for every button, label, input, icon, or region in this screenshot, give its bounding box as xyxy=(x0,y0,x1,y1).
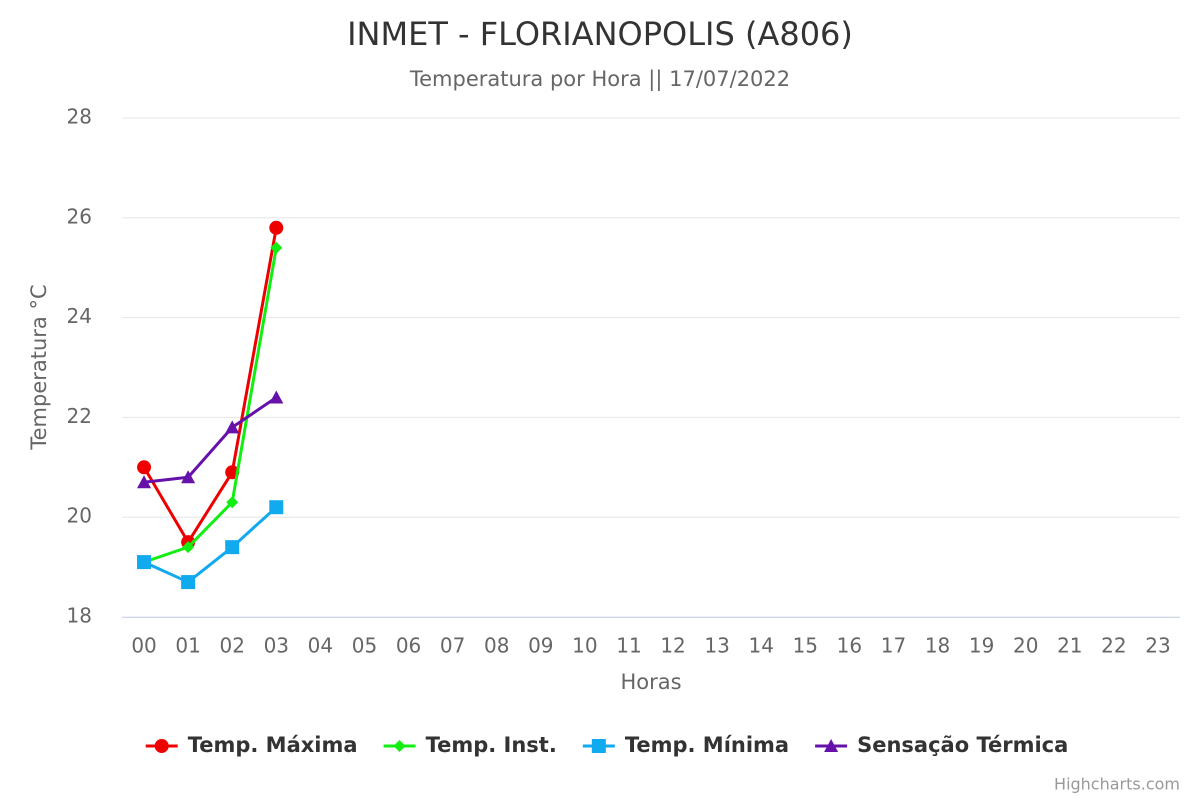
x-tick-label: 20 xyxy=(1013,634,1038,658)
legend-label: Sensação Térmica xyxy=(857,733,1068,757)
x-tick-label: 16 xyxy=(837,634,862,658)
chart-subtitle: Temperatura por Hora || 17/07/2022 xyxy=(409,67,790,92)
point xyxy=(226,496,239,509)
series-line xyxy=(142,227,278,544)
x-tick-label: 21 xyxy=(1057,634,1082,658)
y-tick-label: 20 xyxy=(67,504,92,528)
x-tick-label: 07 xyxy=(440,634,465,658)
x-tick-label: 11 xyxy=(616,634,641,658)
y-tick-label: 18 xyxy=(67,604,92,628)
x-tick-label: 23 xyxy=(1145,634,1170,658)
point xyxy=(225,420,240,434)
x-tick-label: 10 xyxy=(572,634,597,658)
x-tick-label: 22 xyxy=(1101,634,1126,658)
y-axis-label: Temperatura °C xyxy=(27,284,51,450)
point xyxy=(393,740,406,752)
legend-item: Temp. Inst. xyxy=(383,733,557,757)
point xyxy=(270,241,283,254)
x-tick-label: 05 xyxy=(352,634,377,658)
x-axis-label: Horas xyxy=(620,670,681,694)
legend-label: Temp. Máxima xyxy=(188,733,358,757)
x-tick-label: 06 xyxy=(396,634,421,658)
point xyxy=(181,575,196,590)
x-tick-label: 04 xyxy=(308,634,333,658)
x-tick-label: 01 xyxy=(175,634,200,658)
point xyxy=(137,460,152,475)
x-tick-label: 15 xyxy=(793,634,818,658)
x-tick-label: 00 xyxy=(131,634,156,658)
chart-title: INMET - FLORIANOPOLIS (A806) xyxy=(347,15,853,53)
point xyxy=(824,739,839,752)
y-tick-label: 22 xyxy=(67,404,92,428)
point xyxy=(269,390,284,404)
x-tick-label: 08 xyxy=(484,634,509,658)
point xyxy=(269,220,284,235)
x-tick-label: 18 xyxy=(925,634,950,658)
point xyxy=(181,470,196,484)
point xyxy=(182,541,195,554)
series-line xyxy=(143,396,278,484)
credits: Highcharts.com xyxy=(1054,775,1180,794)
x-tick-label: 03 xyxy=(264,634,289,658)
point xyxy=(269,500,284,515)
y-tick-label: 26 xyxy=(67,204,92,228)
x-tick-label: 02 xyxy=(219,634,244,658)
legend-label: Temp. Inst. xyxy=(426,733,557,757)
x-tick-label: 12 xyxy=(660,634,685,658)
point xyxy=(225,540,240,555)
x-tick-label: 13 xyxy=(704,634,729,658)
y-tick-label: 28 xyxy=(67,105,92,129)
legend-item: Temp. Mínima xyxy=(582,733,789,757)
x-tick-label: 14 xyxy=(748,634,773,658)
point xyxy=(591,739,606,753)
y-tick-label: 24 xyxy=(67,304,92,328)
point xyxy=(137,555,152,570)
point xyxy=(154,739,169,753)
legend-item: Temp. Máxima xyxy=(145,733,358,757)
series-line xyxy=(143,247,278,564)
legend-item: Sensação Térmica xyxy=(815,733,1068,757)
point xyxy=(137,475,152,489)
series-line xyxy=(143,506,278,584)
x-tick-label: 17 xyxy=(881,634,906,658)
x-tick-label: 09 xyxy=(528,634,553,658)
legend-label: Temp. Mínima xyxy=(625,733,789,757)
x-tick-label: 19 xyxy=(969,634,994,658)
